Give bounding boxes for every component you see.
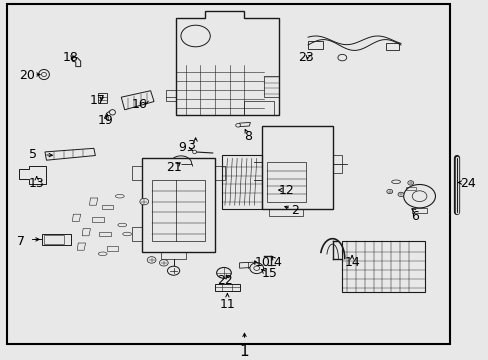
Text: 16: 16: [131, 98, 147, 111]
Ellipse shape: [192, 150, 196, 154]
Ellipse shape: [337, 54, 346, 61]
Ellipse shape: [159, 260, 168, 266]
Text: 18: 18: [63, 51, 79, 64]
Text: 4: 4: [273, 256, 281, 269]
Ellipse shape: [411, 191, 426, 202]
Text: 22: 22: [217, 274, 232, 287]
Bar: [307, 41, 322, 49]
Ellipse shape: [391, 180, 400, 184]
Text: 3: 3: [186, 139, 194, 152]
Ellipse shape: [181, 25, 210, 47]
Text: 19: 19: [97, 114, 113, 127]
Ellipse shape: [235, 123, 240, 127]
Ellipse shape: [216, 267, 231, 278]
Ellipse shape: [98, 252, 107, 256]
Ellipse shape: [39, 69, 49, 80]
Text: 1: 1: [239, 343, 249, 359]
Ellipse shape: [115, 194, 124, 198]
Ellipse shape: [253, 266, 259, 270]
Text: 8: 8: [244, 130, 252, 143]
Text: 2: 2: [290, 204, 298, 217]
Ellipse shape: [147, 257, 156, 263]
Ellipse shape: [118, 223, 126, 227]
Text: 17: 17: [90, 94, 105, 107]
Bar: [386, 43, 398, 50]
Ellipse shape: [140, 198, 148, 205]
Text: 20: 20: [20, 69, 35, 82]
Bar: [98, 93, 106, 103]
Text: 11: 11: [219, 298, 235, 311]
Text: 13: 13: [29, 177, 44, 190]
Bar: [215, 284, 239, 291]
Text: 23: 23: [297, 51, 313, 64]
Ellipse shape: [109, 110, 115, 115]
Ellipse shape: [403, 184, 434, 208]
Ellipse shape: [41, 72, 46, 77]
Ellipse shape: [397, 192, 403, 197]
Ellipse shape: [407, 181, 413, 185]
Text: 6: 6: [410, 210, 418, 222]
Text: 5: 5: [29, 148, 37, 161]
Text: 14: 14: [344, 256, 359, 269]
Text: 10: 10: [254, 256, 269, 269]
Text: 12: 12: [278, 184, 294, 197]
Ellipse shape: [386, 189, 392, 194]
Text: 7: 7: [17, 235, 25, 248]
Text: 15: 15: [261, 267, 277, 280]
Ellipse shape: [249, 263, 263, 274]
Ellipse shape: [122, 232, 131, 236]
Text: 21: 21: [165, 161, 181, 174]
Ellipse shape: [167, 266, 180, 275]
Text: 9: 9: [178, 141, 185, 154]
Text: 24: 24: [459, 177, 474, 190]
